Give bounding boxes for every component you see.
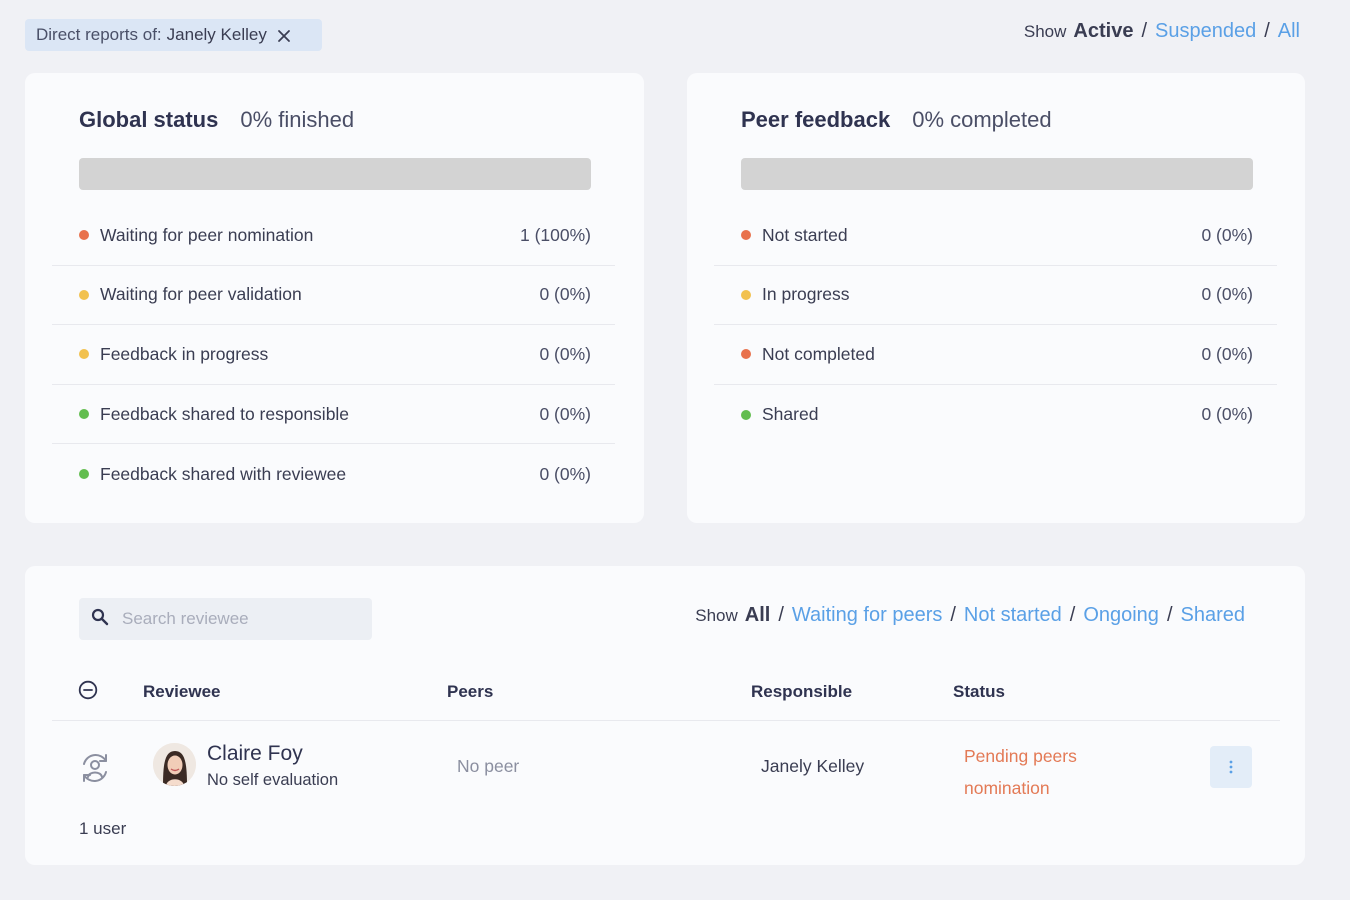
- column-responsible[interactable]: Responsible: [751, 682, 853, 701]
- status-label: Feedback in progress: [100, 343, 269, 364]
- status-list: Not started 0 (0%) In progress 0 (0%) Not …: [714, 206, 1277, 444]
- more-options-button[interactable]: [1210, 746, 1252, 788]
- table-status-filter: Show All / Waiting for peers / Not start…: [695, 604, 1245, 627]
- show-label: Show: [695, 606, 738, 625]
- status-label: Not completed: [762, 343, 875, 364]
- status-dot: [79, 469, 89, 480]
- progress-bar: [741, 158, 1253, 190]
- filter-waiting-for-peers[interactable]: Waiting for peers: [791, 604, 943, 626]
- user-cycle-icon: [78, 751, 112, 785]
- status-dot: [79, 289, 89, 300]
- status-label: Waiting for peer nomination: [100, 224, 314, 245]
- show-active[interactable]: Active: [1073, 20, 1134, 42]
- status-value: 0 (0%): [539, 403, 591, 424]
- card-title: Peer feedback: [741, 107, 891, 132]
- status-row: Feedback shared to responsible 0 (0%): [52, 385, 615, 445]
- card-percent: 0% completed: [912, 107, 1052, 132]
- status-list: Waiting for peer nomination 1 (100%) Wait…: [52, 206, 615, 504]
- show-suspended-link[interactable]: Suspended: [1155, 20, 1257, 42]
- card-percent: 0% finished: [240, 107, 355, 132]
- search-box: [79, 598, 372, 640]
- column-status[interactable]: Status: [953, 682, 1005, 701]
- search-input[interactable]: [122, 609, 362, 629]
- reviewee-subtitle: No self evaluation: [207, 771, 339, 789]
- avatar[interactable]: [153, 743, 196, 786]
- show-label: Show: [1023, 22, 1067, 41]
- status-dot: [79, 349, 89, 360]
- status-dot: [741, 230, 751, 241]
- status-row: Shared 0 (0%): [714, 385, 1277, 445]
- status-dot: [79, 409, 89, 420]
- separator: /: [1264, 20, 1270, 42]
- card-header: Peer feedback 0% completed: [741, 107, 1052, 133]
- status-dot: [741, 289, 751, 300]
- filter-chip-name: Janely Kelley: [166, 25, 267, 44]
- peer-feedback-card: Peer feedback 0% completed Not started 0 …: [687, 73, 1305, 523]
- reviewee-name[interactable]: Claire Foy: [207, 742, 303, 765]
- global-status-card: Global status 0% finished Waiting for pe…: [25, 73, 644, 523]
- column-reviewee[interactable]: Reviewee: [143, 682, 221, 701]
- filter-chip: Direct reports of: Janely Kelley: [25, 19, 322, 51]
- peers-value: No peer: [457, 756, 520, 776]
- filter-chip-prefix: Direct reports of:: [36, 25, 162, 44]
- status-label: In progress: [762, 284, 850, 305]
- column-peers[interactable]: Peers: [447, 682, 494, 701]
- reviewee-table-card: Show All / Waiting for peers / Not start…: [25, 566, 1305, 865]
- status-row: Not started 0 (0%): [714, 206, 1277, 266]
- show-all-active[interactable]: All: [744, 604, 771, 626]
- status-row: In progress 0 (0%): [714, 266, 1277, 326]
- close-icon[interactable]: [277, 28, 291, 42]
- status-label: Feedback shared to responsible: [100, 403, 350, 424]
- status-row: Feedback shared with reviewee 0 (0%): [52, 444, 615, 504]
- separator: /: [1069, 604, 1076, 626]
- status-value: 0 (0%): [539, 284, 591, 305]
- user-count: 1 user: [79, 819, 127, 838]
- filter-shared[interactable]: Shared: [1180, 604, 1246, 626]
- card-title: Global status: [79, 107, 219, 132]
- status-label: Waiting for peer validation: [100, 284, 302, 305]
- status-value: 0 (0%): [539, 463, 591, 484]
- kebab-icon: [1229, 760, 1233, 774]
- card-header: Global status 0% finished: [79, 107, 354, 133]
- status-dot: [79, 230, 89, 241]
- status-row: Feedback in progress 0 (0%): [52, 325, 615, 385]
- table-row: Claire Foy No self evaluation No peer Ja…: [52, 722, 1280, 812]
- status-dot: [741, 349, 751, 360]
- filter-ongoing[interactable]: Ongoing: [1083, 604, 1159, 626]
- table-header: Reviewee Peers Responsible Status: [52, 670, 1280, 721]
- status-row: Waiting for peer validation 0 (0%): [52, 266, 615, 326]
- separator: /: [950, 604, 956, 626]
- separator: /: [778, 604, 784, 626]
- status-label: Feedback shared with reviewee: [100, 463, 347, 484]
- status-value: 0 (0%): [1201, 284, 1253, 305]
- status-row: Not completed 0 (0%): [714, 325, 1277, 385]
- separator: /: [1141, 20, 1147, 42]
- progress-bar: [79, 158, 591, 190]
- status-row: Waiting for peer nomination 1 (100%): [52, 206, 615, 266]
- show-all-link[interactable]: All: [1277, 20, 1300, 42]
- search-icon: [91, 608, 109, 631]
- status-value: 1 (100%): [519, 224, 591, 245]
- separator: /: [1166, 604, 1173, 626]
- status-label: Not started: [762, 224, 848, 245]
- status-filter: Show Active / Suspended / All: [1024, 20, 1300, 50]
- status-value: Pending peers nomination: [964, 746, 1077, 798]
- filter-not-started[interactable]: Not started: [963, 604, 1062, 626]
- status-label: Shared: [762, 404, 819, 425]
- responsible-value: Janely Kelley: [761, 756, 865, 776]
- status-value: 0 (0%): [539, 343, 591, 364]
- status-value: 0 (0%): [1201, 224, 1253, 245]
- status-value: 0 (0%): [1201, 343, 1253, 364]
- status-value: 0 (0%): [1201, 404, 1253, 425]
- status-dot: [741, 409, 751, 420]
- minus-circle-icon[interactable]: [78, 680, 98, 700]
